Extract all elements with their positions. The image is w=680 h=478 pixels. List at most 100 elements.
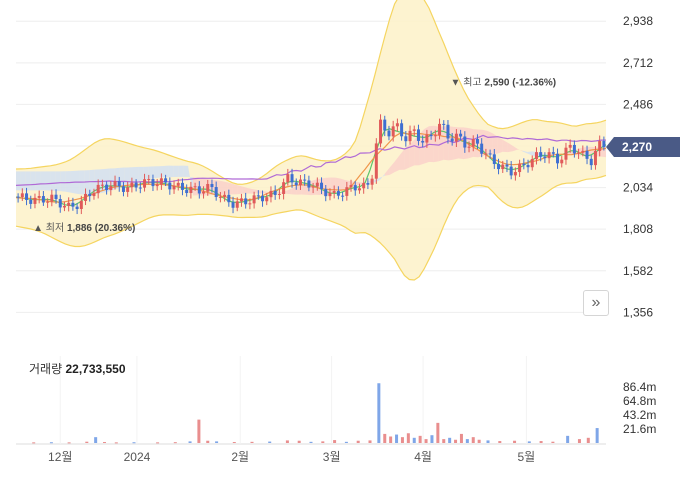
candle-body bbox=[387, 130, 391, 137]
candle-body bbox=[79, 200, 83, 209]
cloud-segment bbox=[20, 171, 26, 191]
candle-body bbox=[379, 119, 383, 144]
candle-body bbox=[159, 178, 163, 185]
cloud-segment bbox=[399, 149, 405, 170]
volume-bar bbox=[513, 440, 517, 443]
candle-body bbox=[505, 164, 509, 167]
candle-body bbox=[185, 189, 189, 194]
cloud-segment bbox=[335, 177, 341, 192]
volume-tick-label: 21.6m bbox=[623, 422, 656, 436]
candle-body bbox=[400, 123, 404, 137]
candle-body bbox=[54, 194, 58, 200]
candle-body bbox=[577, 152, 581, 154]
candle-body bbox=[324, 188, 328, 197]
candle-body bbox=[320, 182, 324, 189]
candle-body bbox=[404, 136, 408, 142]
bollinger-lower bbox=[15, 174, 607, 281]
price-tick-label: 1,582 bbox=[623, 264, 653, 278]
candle-body bbox=[395, 123, 399, 127]
candle-body bbox=[442, 123, 446, 125]
cloud-segment bbox=[296, 184, 302, 195]
price-tick-label: 2,034 bbox=[623, 181, 653, 195]
cloud-segment bbox=[414, 134, 420, 166]
volume-bar bbox=[400, 437, 404, 443]
volume-bar bbox=[67, 442, 71, 444]
time-tick-label: 4월 bbox=[414, 450, 432, 464]
candle-body bbox=[92, 193, 96, 197]
cloud-segment bbox=[473, 129, 479, 158]
cloud-segment bbox=[379, 173, 385, 181]
volume-bar bbox=[103, 442, 106, 444]
volume-bars bbox=[32, 383, 599, 444]
candle-body bbox=[572, 144, 576, 154]
volume-bar bbox=[389, 436, 393, 443]
moving-average-line bbox=[15, 132, 607, 203]
candle-body bbox=[501, 164, 505, 170]
cloud-segment bbox=[124, 167, 130, 186]
volume-bar bbox=[406, 433, 410, 443]
volume-bar bbox=[250, 441, 254, 443]
candle-body bbox=[429, 134, 433, 137]
candle-body bbox=[589, 158, 593, 166]
candle-body bbox=[467, 146, 471, 148]
candle-body bbox=[357, 188, 361, 191]
cloud-segment bbox=[404, 144, 410, 170]
candle-body bbox=[341, 195, 345, 197]
volume-bar bbox=[595, 428, 599, 443]
volume-bar bbox=[498, 441, 502, 443]
candle-body bbox=[113, 181, 117, 187]
candle-body bbox=[50, 194, 54, 202]
cloud-segment bbox=[138, 166, 144, 181]
candle-body bbox=[593, 150, 597, 166]
volume-bar bbox=[197, 419, 201, 443]
candle-body bbox=[345, 187, 349, 196]
volume-bar bbox=[424, 439, 428, 443]
cloud-segment bbox=[355, 181, 361, 186]
candle-body bbox=[383, 119, 387, 131]
candle-body bbox=[75, 206, 79, 209]
volume-bar bbox=[232, 442, 236, 444]
candle-body bbox=[62, 205, 66, 208]
candle-body bbox=[202, 191, 206, 194]
volume-bar bbox=[188, 441, 192, 443]
volume-bar bbox=[459, 433, 463, 443]
candle-body bbox=[180, 182, 184, 190]
volume-tick-label: 86.4m bbox=[623, 380, 656, 394]
time-tick-label: 12월 bbox=[48, 450, 72, 464]
candle-body bbox=[374, 143, 378, 179]
candle-body bbox=[29, 199, 33, 204]
candle-body bbox=[421, 140, 425, 143]
high-annotation: ▼ 최고 2,590 (-12.36%) bbox=[451, 76, 557, 88]
cloud-segment bbox=[237, 185, 243, 195]
volume-bar bbox=[321, 441, 325, 443]
candle-body bbox=[58, 199, 62, 208]
volume-bar bbox=[383, 433, 387, 443]
price-tick-label: 2,938 bbox=[623, 14, 653, 28]
volume-bar bbox=[377, 383, 381, 443]
candle-body bbox=[336, 191, 340, 196]
cloud-segment bbox=[232, 183, 238, 195]
cloud-segment bbox=[261, 190, 267, 194]
double-chevron-right-icon: » bbox=[591, 294, 601, 311]
volume-bar bbox=[448, 437, 452, 443]
candle-body bbox=[37, 196, 41, 198]
volume-bar bbox=[586, 437, 590, 443]
candle-body bbox=[488, 153, 492, 155]
volume-bar bbox=[356, 440, 360, 443]
volume-bar bbox=[527, 441, 531, 443]
candle-body bbox=[244, 198, 248, 205]
candle-body bbox=[303, 179, 307, 181]
cloud-segment bbox=[222, 181, 228, 195]
candle-body bbox=[231, 202, 235, 208]
expand-chart-button[interactable]: » bbox=[583, 290, 609, 316]
candle-body bbox=[463, 136, 467, 148]
candle-body bbox=[315, 182, 319, 187]
candle-body bbox=[164, 178, 168, 183]
candle-body bbox=[362, 183, 366, 189]
volume-bar bbox=[215, 441, 219, 443]
candle-body bbox=[450, 138, 454, 142]
volume-bar bbox=[114, 442, 118, 444]
cloud-segment bbox=[16, 171, 21, 191]
candle-body bbox=[438, 123, 442, 136]
candle-body bbox=[547, 152, 551, 159]
